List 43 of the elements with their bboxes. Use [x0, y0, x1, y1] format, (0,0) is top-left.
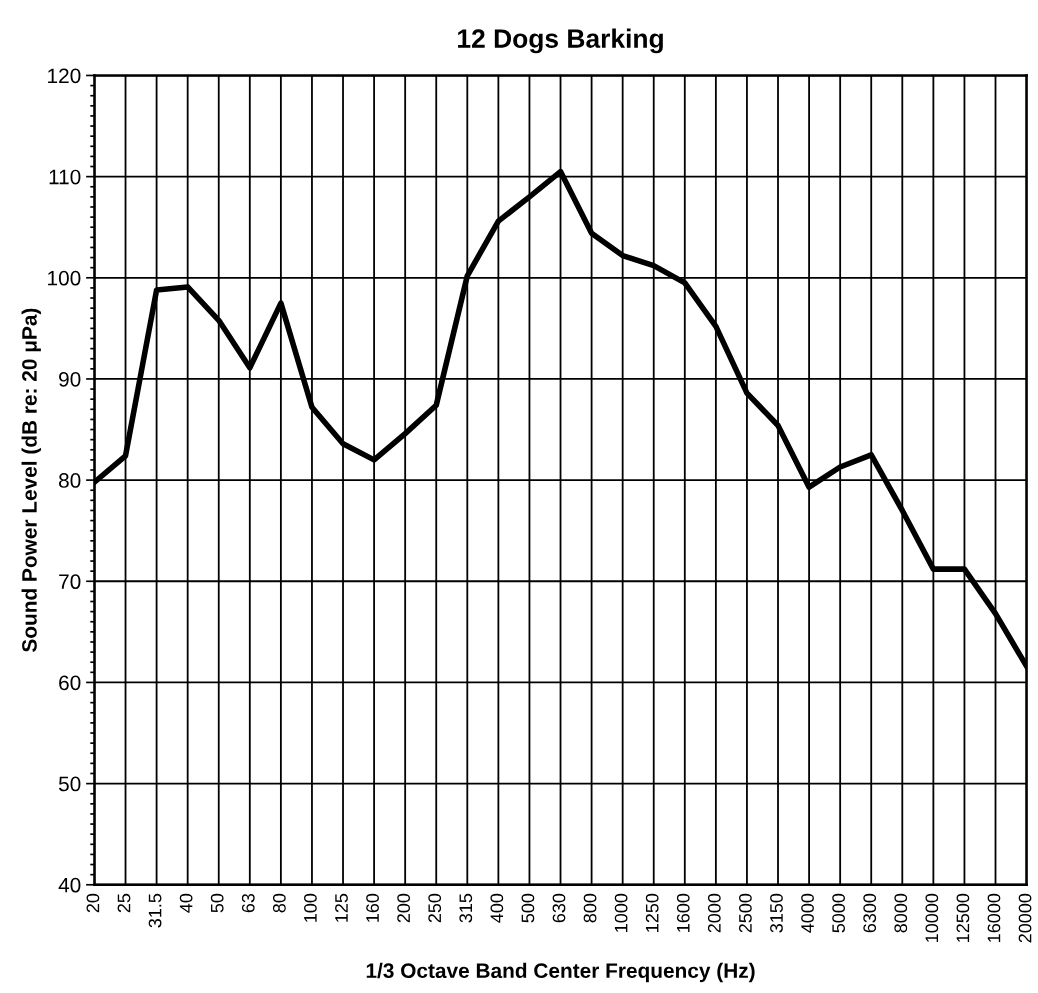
y-tick-label: 60 [59, 675, 81, 691]
x-tick-label: 2000 [707, 893, 721, 933]
x-tick-label: 2500 [739, 893, 752, 933]
x-tick-label: 125 [335, 893, 348, 922]
x-tick-label: 250 [428, 893, 442, 923]
x-tick-label: 12500 [956, 893, 970, 942]
y-tick-label: 120 [48, 68, 81, 84]
x-tick-label: 5000 [832, 893, 845, 933]
x-tick-label: 500 [521, 893, 535, 923]
x-tick-label: 400 [490, 893, 504, 923]
x-tick-label: 80 [272, 893, 286, 913]
x-tick-label: 1250 [645, 893, 659, 932]
y-tick-label: 100 [48, 270, 81, 286]
y-axis-title: Sound Power Level (dB re: 20 μPa) [21, 308, 41, 653]
x-tick-label: 315 [459, 893, 473, 923]
x-tick-label: 25 [117, 893, 131, 913]
x-tick-label: 10000 [925, 893, 939, 942]
x-tick-label: 63 [241, 893, 255, 913]
x-tick-label: 4000 [801, 893, 814, 933]
x-axis-title: 1/3 Octave Band Center Frequency (Hz) [366, 962, 755, 983]
chart-title: 12 Dogs Barking [458, 28, 663, 54]
y-tick-label: 70 [59, 574, 81, 590]
x-tick-label: 1000 [614, 893, 628, 932]
x-tick-label: 200 [397, 893, 411, 923]
y-tick-label: 80 [59, 473, 81, 488]
y-tick-label: 40 [58, 877, 81, 893]
y-tick-label: 50 [58, 776, 81, 792]
x-tick-label: 16000 [987, 893, 1001, 942]
x-tick-label: 20000 [1018, 893, 1032, 943]
x-tick-label: 40 [179, 893, 193, 913]
x-tick-label: 50 [210, 893, 224, 913]
x-tick-label: 8000 [894, 893, 908, 933]
x-tick-label: 6300 [863, 893, 877, 933]
x-tick-label: 31.5 [148, 893, 162, 928]
x-tick-label: 160 [366, 893, 379, 922]
x-tick-label: 3150 [770, 893, 783, 933]
x-tick-label: 20 [86, 893, 100, 913]
y-tick-label: 90 [59, 371, 81, 387]
x-tick-label: 630 [552, 893, 566, 923]
x-tick-label: 1600 [676, 893, 690, 932]
x-tick-label: 800 [583, 893, 597, 923]
y-tick-label: 110 [49, 169, 81, 185]
x-tick-label: 100 [304, 893, 317, 922]
